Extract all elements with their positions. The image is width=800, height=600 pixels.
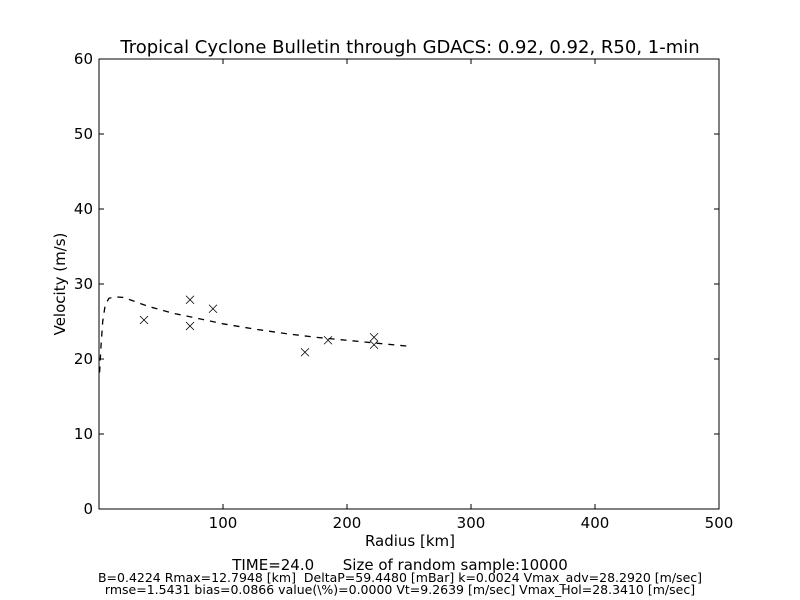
model-profile-line: [98, 296, 410, 373]
axis-ticks: 100 200 300 400 500 0 10 20 30 40 50 60: [74, 50, 733, 532]
y-axis-label: Velocity (m/s): [51, 233, 69, 336]
marker-stroke: [369, 332, 379, 342]
marker-stroke: [208, 304, 218, 314]
marker-stroke: [323, 335, 333, 345]
observation-marker: [369, 340, 379, 350]
y-tick-label: 0: [83, 500, 93, 518]
chart-title: Tropical Cyclone Bulletin through GDACS:…: [119, 37, 699, 58]
x-tick-label: 500: [705, 514, 734, 532]
marker-stroke: [369, 340, 379, 350]
x-tick-label: 400: [581, 514, 610, 532]
axes-frame: [98, 58, 720, 510]
annotation-time: TIME=24.0 Size of random sample:10000: [231, 556, 568, 574]
x-tick-label: 200: [333, 514, 362, 532]
observation-marker: [323, 335, 333, 345]
marker-stroke: [185, 295, 195, 305]
y-tick-label: 30: [74, 275, 93, 293]
observation-marker: [208, 304, 218, 314]
observation-marker: [139, 315, 149, 325]
marker-stroke: [139, 315, 149, 325]
y-tick-label: 60: [74, 50, 93, 68]
marker-stroke: [185, 321, 195, 331]
observation-marker: [185, 321, 195, 331]
marker-stroke: [300, 347, 310, 357]
plot-area: [98, 295, 410, 373]
observation-marker: [185, 295, 195, 305]
x-tick-label: 100: [209, 514, 238, 532]
x-tick-label: 300: [457, 514, 486, 532]
observation-marker: [300, 347, 310, 357]
y-tick-label: 40: [74, 200, 93, 218]
y-tick-label: 20: [74, 350, 93, 368]
y-tick-label: 10: [74, 425, 93, 443]
annotation-stats: rmse=1.5431 bias=0.0866 value(\%)=0.0000…: [105, 582, 695, 597]
observation-marker: [369, 332, 379, 342]
annotation-params: B=0.4224 Rmax=12.7948 [km] DeltaP=59.448…: [98, 570, 702, 585]
y-tick-label: 50: [74, 125, 93, 143]
x-axis-label: Radius [km]: [365, 532, 455, 550]
